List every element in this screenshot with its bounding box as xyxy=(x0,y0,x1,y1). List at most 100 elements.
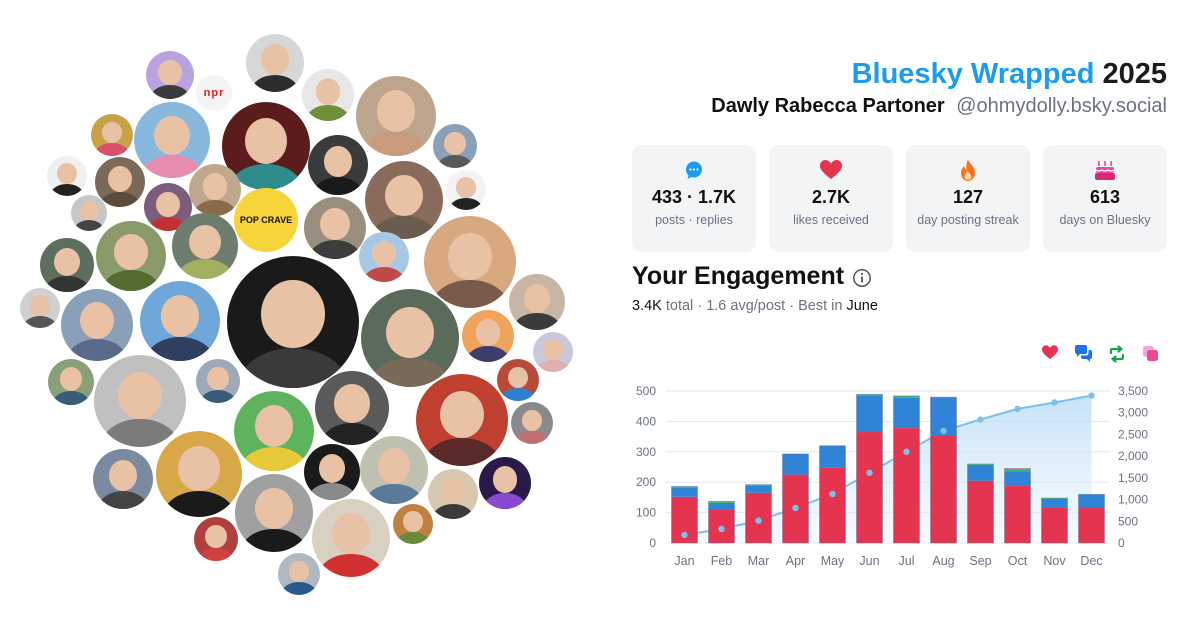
face xyxy=(255,488,293,529)
shoulders xyxy=(536,360,570,372)
face xyxy=(108,459,138,491)
face xyxy=(492,466,518,494)
avatar-43 xyxy=(479,457,531,509)
face xyxy=(385,175,423,216)
bar-replies xyxy=(856,395,883,433)
face xyxy=(320,208,350,241)
brand-title: Bluesky Wrapped xyxy=(851,58,1095,90)
stat-value: 127 xyxy=(952,187,984,207)
stat-label: posts · replies xyxy=(655,213,733,227)
bar-replies xyxy=(1041,498,1068,508)
shoulders xyxy=(237,348,349,388)
bar-quotes xyxy=(1004,468,1031,470)
cumulative-point xyxy=(755,517,762,524)
best-prefix: Best in xyxy=(798,298,843,314)
shoulders xyxy=(50,184,84,196)
face xyxy=(156,191,180,217)
bar-likes xyxy=(856,432,883,543)
avatar-21 xyxy=(172,213,238,279)
shoulders xyxy=(199,389,237,403)
shoulders xyxy=(94,143,130,156)
x-tick-label: Jun xyxy=(859,554,879,568)
face xyxy=(318,454,346,484)
x-tick-label: Mar xyxy=(748,554,770,568)
x-tick-label: Sep xyxy=(969,554,991,568)
bar-outline xyxy=(856,393,883,544)
bar-likes xyxy=(1041,507,1068,543)
shoulders xyxy=(101,270,161,291)
bar-likes xyxy=(1004,485,1031,543)
speech-bubble-icon xyxy=(632,159,756,181)
face xyxy=(202,173,228,201)
x-tick-label: May xyxy=(821,554,845,568)
shoulders xyxy=(44,275,90,292)
info-icon[interactable] xyxy=(852,268,872,293)
face xyxy=(444,131,466,155)
shoulders xyxy=(240,447,308,471)
avatar-35 xyxy=(497,359,539,401)
shoulders xyxy=(308,240,362,259)
y-tick-label: 300 xyxy=(636,445,656,459)
avatar-4 xyxy=(356,76,436,156)
shoulders xyxy=(23,316,57,328)
shoulders xyxy=(149,84,191,99)
avatar-10 xyxy=(95,157,145,207)
bar-outline xyxy=(745,484,772,544)
flame-icon xyxy=(906,159,1030,181)
reply-icon[interactable] xyxy=(1074,345,1093,367)
y2-tick-label: 2,500 xyxy=(1118,427,1148,441)
face xyxy=(475,319,501,347)
total-value: 3.4K xyxy=(632,298,662,314)
bar-replies xyxy=(893,397,920,429)
shoulders xyxy=(99,192,141,207)
face xyxy=(376,90,416,132)
avatar-38 xyxy=(156,431,242,517)
chart-legend xyxy=(1036,345,1166,369)
shoulders xyxy=(140,155,204,178)
avatar-48 xyxy=(227,256,359,388)
engagement-summary: 3.4K total · 1.6 avg/post · Best in June xyxy=(632,298,878,314)
cumulative-point xyxy=(977,416,984,423)
x-tick-label: Feb xyxy=(711,554,733,568)
stat-value: 433 · 1.7K xyxy=(651,187,737,207)
face xyxy=(57,163,77,184)
engagement-chart: 0 100 200 300 400 500 0 500 1,000 1,500 2,000 2,500… xyxy=(636,384,1148,568)
stat-card-days: 613 days on Bluesky xyxy=(1043,145,1167,252)
handle: @ohmydolly.bsky.social xyxy=(956,95,1167,117)
best-month: June xyxy=(846,298,878,314)
face xyxy=(521,409,543,432)
face xyxy=(323,145,353,177)
avatar-31 xyxy=(94,355,186,447)
shoulders xyxy=(320,422,384,445)
face xyxy=(114,233,148,270)
separator: · xyxy=(789,298,795,314)
shoulders xyxy=(306,105,350,121)
avatar-9 xyxy=(47,156,87,196)
x-tick-label: Jan xyxy=(674,554,694,568)
avatar-28 xyxy=(462,310,514,362)
avatar-42 xyxy=(428,469,478,519)
shoulders xyxy=(66,339,128,361)
y2-tick-label: 3,500 xyxy=(1118,384,1148,398)
shoulders xyxy=(250,74,300,92)
avatar-5 xyxy=(91,114,133,156)
engagement-title: Your Engagement xyxy=(632,262,845,290)
avatar-46 xyxy=(278,553,320,595)
face xyxy=(456,177,476,198)
bar-reposts xyxy=(930,397,957,398)
cumulative-point xyxy=(829,490,836,498)
bar-replies xyxy=(745,485,772,493)
face xyxy=(332,513,370,554)
face xyxy=(334,384,370,423)
shoulders xyxy=(513,313,561,330)
face xyxy=(447,232,493,281)
repost-icon[interactable] xyxy=(1108,345,1126,368)
avatar-pop-text: POP CRAVE xyxy=(239,215,293,225)
quote-icon[interactable] xyxy=(1142,345,1159,367)
bar-replies xyxy=(708,502,735,510)
face xyxy=(108,166,132,192)
bar-outline xyxy=(967,463,994,544)
stat-value: 613 xyxy=(1089,187,1121,207)
heart-icon[interactable] xyxy=(1042,345,1058,365)
face xyxy=(372,241,396,267)
